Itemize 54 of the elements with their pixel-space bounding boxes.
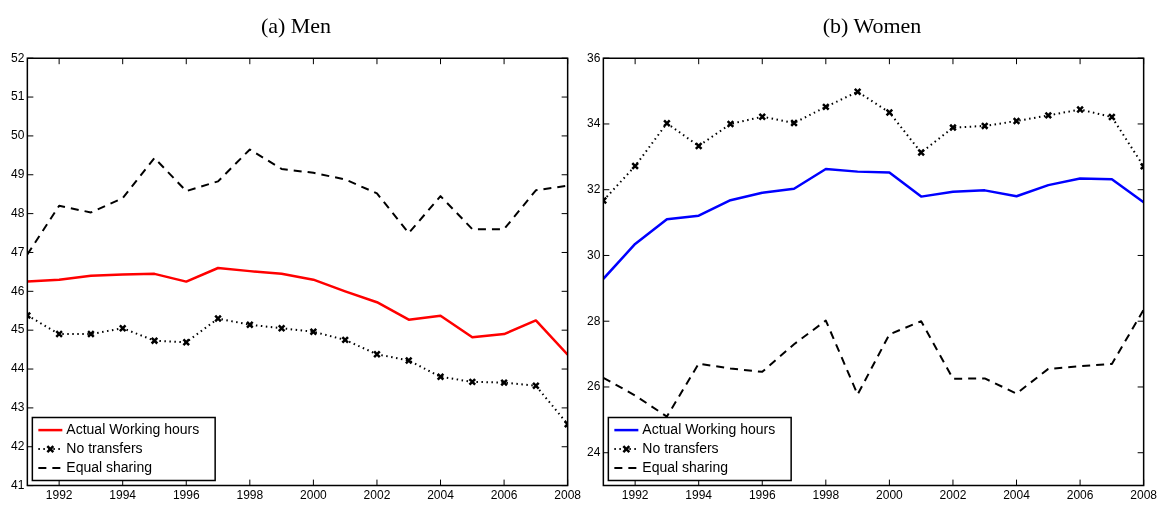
y-tick-label: 30 [586, 247, 601, 262]
point [948, 123, 958, 132]
x-tick-label: 2002 [939, 488, 967, 503]
y-tick-label: 44 [10, 361, 25, 376]
x-tick-label: 1998 [236, 488, 264, 503]
chart-title: (a) Men [259, 12, 333, 40]
legend-label: Actual Working hours [66, 420, 200, 437]
y-tick-label: 34 [586, 116, 601, 131]
x-tick-label: 2004 [427, 488, 455, 503]
x-tick-label: 1998 [812, 488, 840, 503]
point [1076, 105, 1085, 114]
x-tick-label: 1996 [172, 488, 200, 503]
point [500, 378, 509, 387]
y-tick-label: 52 [10, 50, 25, 65]
x-tick-label: 2006 [1066, 488, 1094, 503]
x-tick-label: 1996 [748, 488, 776, 503]
legend-label: Equal sharing [66, 458, 152, 475]
y-tick-label: 47 [10, 244, 25, 259]
y-tick-label: 49 [10, 167, 25, 182]
point [213, 314, 223, 323]
point [694, 141, 703, 151]
x-tick-label: 2004 [1003, 488, 1031, 503]
y-tick-label: 28 [586, 313, 601, 328]
point [1012, 116, 1021, 126]
y-tick-label: 45 [10, 322, 25, 337]
y-tick-label: 26 [586, 379, 601, 394]
x-tick-label: 1992 [621, 488, 649, 503]
y-tick-label: 24 [586, 445, 601, 460]
y-tick-label: 42 [10, 439, 25, 454]
x-tick-label: 2008 [1130, 488, 1158, 503]
y-tick-label: 36 [586, 50, 601, 65]
x-tick-label: 2002 [363, 488, 391, 503]
y-tick-label: 51 [10, 89, 25, 104]
y-tick-label: 43 [10, 400, 25, 415]
point [436, 372, 445, 381]
point [726, 119, 735, 129]
legend-label: No transfers [642, 439, 719, 456]
x-tick-label: 2000 [876, 488, 904, 503]
legend-label: Actual Working hours [642, 420, 776, 437]
x-tick-label: 2008 [554, 488, 582, 503]
y-tick-label: 48 [10, 205, 25, 220]
y-tick-label: 50 [10, 128, 25, 143]
x-tick-label: 2006 [490, 488, 518, 503]
y-tick-label: 32 [586, 182, 601, 197]
y-tick-label: 41 [10, 477, 25, 492]
legend-label: Equal sharing [642, 458, 728, 475]
x-tick-label: 2000 [300, 488, 328, 503]
x-tick-label: 1992 [45, 488, 73, 503]
point [917, 148, 926, 157]
chart-title: (b) Women [821, 12, 923, 40]
y-tick-label: 46 [10, 283, 25, 298]
legend-label: No transfers [66, 439, 143, 456]
x-tick-label: 1994 [109, 488, 137, 503]
x-tick-label: 1994 [685, 488, 713, 503]
